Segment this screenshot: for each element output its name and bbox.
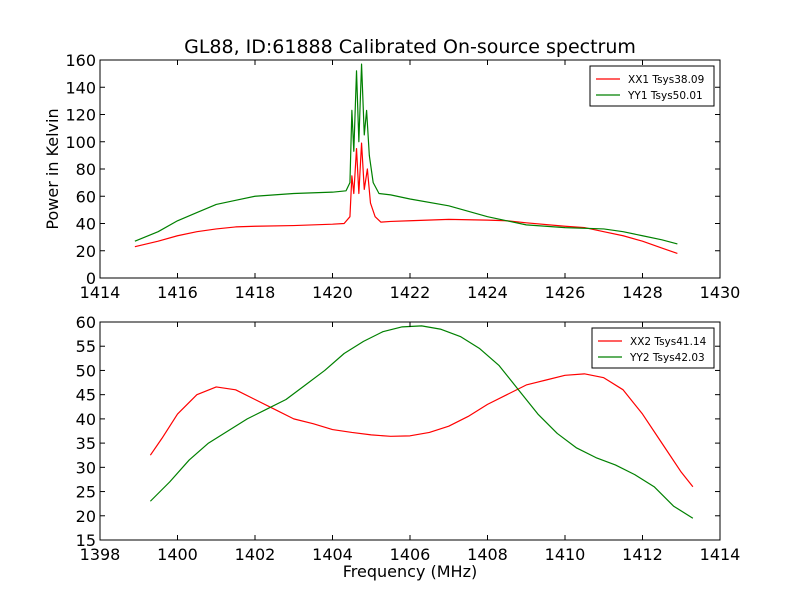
bottom-x-tick-label: 1402: [235, 545, 276, 564]
bottom-y-tick-label: 50: [76, 361, 96, 380]
top-y-tick-label: 120: [65, 106, 96, 125]
top-x-tick-label: 1414: [80, 283, 121, 302]
top-y-tick-label: 60: [76, 187, 96, 206]
bottom-chart-xlabel: Frequency (MHz): [343, 562, 477, 581]
bottom-y-tick-label: 40: [76, 410, 96, 429]
top-chart-ylabel: Power in Kelvin: [43, 108, 62, 229]
bottom-series-line-2: [149, 325, 694, 519]
bottom-plot-area: 1398 1400 1402 1404 1406 1408 1410 1412 1414 15 20…: [76, 313, 741, 564]
bottom-y-tick-label: 30: [76, 458, 96, 477]
top-x-tick-label: 1418: [235, 283, 276, 302]
bottom-x-tick-label: 1408: [467, 545, 508, 564]
bottom-legend-label-2: YY2 Tsys42.03: [629, 352, 705, 364]
top-x-tick-label: 1424: [467, 283, 508, 302]
top-legend-box: [589, 65, 715, 107]
bottom-x-tick-label: 1410: [545, 545, 586, 564]
top-x-tick-label: 1422: [390, 283, 431, 302]
top-plot-area: 1414 1416 1418 1420 1422 1424 1426 1428 1430 0 20 4…: [65, 51, 740, 302]
top-series-line-1: [134, 142, 678, 255]
top-y-tick-label: 100: [65, 133, 96, 152]
bottom-y-tick-label: 60: [76, 313, 96, 332]
top-series-line-2: [134, 63, 678, 245]
top-legend-label-2: YY1 Tsys50.01: [627, 90, 703, 102]
top-x-tick-label: 1428: [622, 283, 663, 302]
bottom-y-tick-label: 20: [76, 507, 96, 526]
top-y-tick-label: 20: [76, 242, 96, 261]
bottom-legend-label-1: XX2 Tsys41.14: [630, 336, 707, 348]
top-x-tick-label: 1430: [700, 283, 741, 302]
bottom-y-tick-label: 45: [76, 386, 96, 405]
top-y-tick-label: 40: [76, 215, 96, 234]
top-y-tick-label: 160: [65, 51, 96, 70]
bottom-x-tick-label: 1398: [80, 545, 121, 564]
bottom-x-tick-label: 1412: [622, 545, 663, 564]
top-legend-label-1: XX1 Tsys38.09: [628, 74, 704, 86]
top-y-tick-label: 80: [76, 160, 96, 179]
bottom-legend-box: [591, 327, 715, 369]
bottom-x-tick-label: 1404: [312, 545, 353, 564]
top-y-tick-label: 140: [65, 78, 96, 97]
bottom-x-tick-label: 1414: [700, 545, 741, 564]
bottom-x-tick-label: 1400: [157, 545, 198, 564]
bottom-series-line-1: [149, 373, 694, 488]
top-chart-title: GL88, ID:61888 Calibrated On-source spec…: [184, 36, 636, 58]
bottom-y-tick-label: 35: [76, 434, 96, 453]
top-x-tick-label: 1426: [545, 283, 586, 302]
bottom-x-tick-label: 1406: [390, 545, 431, 564]
bottom-y-tick-label: 15: [76, 531, 96, 550]
top-x-tick-label: 1420: [312, 283, 353, 302]
top-x-tick-label: 1416: [157, 283, 198, 302]
top-y-tick-label: 0: [86, 269, 96, 288]
bottom-y-tick-label: 55: [76, 337, 96, 356]
bottom-y-tick-label: 25: [76, 483, 96, 502]
